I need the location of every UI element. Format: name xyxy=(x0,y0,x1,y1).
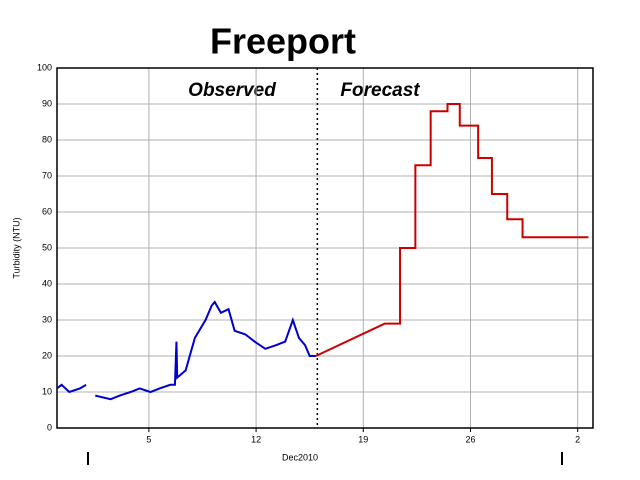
annotation: Forecast xyxy=(340,80,420,101)
x-tick-label: 5 xyxy=(146,434,151,444)
data-line xyxy=(315,103,589,357)
plot-frame xyxy=(56,67,594,429)
y-tick-label: 70 xyxy=(42,170,52,180)
y-tick-label: 10 xyxy=(42,386,52,396)
annotation: Observed xyxy=(188,80,276,101)
y-tick-label: 100 xyxy=(37,62,52,72)
x-axis-label: Dec2010 xyxy=(282,452,318,462)
x-tick-label: 19 xyxy=(358,434,368,444)
y-tick-label: 20 xyxy=(42,350,52,360)
y-tick-label: 90 xyxy=(42,98,52,108)
data-line xyxy=(56,300,316,401)
x-tick-label: 12 xyxy=(251,434,261,444)
y-tick-label: 40 xyxy=(42,278,52,288)
y-tick-label: 30 xyxy=(42,314,52,324)
y-axis-label: Turbidity (NTU) xyxy=(11,217,21,278)
x-tick-label: 2 xyxy=(575,434,580,444)
y-tick-label: 50 xyxy=(42,242,52,252)
chart-title: Freeport xyxy=(210,21,356,62)
x-tick-label: 26 xyxy=(465,434,475,444)
y-tick-label: 80 xyxy=(42,134,52,144)
y-tick-label: 60 xyxy=(42,206,52,216)
y-tick-label: 0 xyxy=(47,422,52,432)
